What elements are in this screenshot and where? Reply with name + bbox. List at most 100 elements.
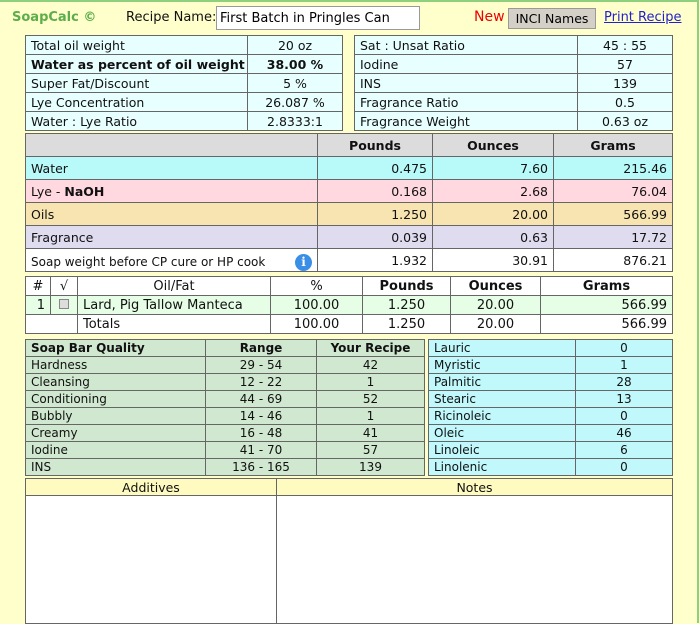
soap-quality-table: Soap Bar Quality Range Your Recipe Hardnes… xyxy=(25,339,425,476)
grams-header: Grams xyxy=(553,133,673,157)
fatty-acid-value: 13 xyxy=(575,390,673,408)
oil-pounds: 1.250 xyxy=(362,295,451,315)
row-value: 0.63 oz xyxy=(577,111,673,131)
fatty-acid-value: 0 xyxy=(575,339,673,357)
quality-value: 52 xyxy=(316,390,425,408)
col-ounces: Ounces xyxy=(450,276,541,296)
quality-row: Hardness 29 - 54 42 xyxy=(25,356,425,374)
summary-row: Lye Concentration 26.087 % xyxy=(25,92,343,112)
fatty-acid-row: Stearic 13 xyxy=(428,390,673,408)
quality-row: INS 136 - 165 139 xyxy=(25,458,425,476)
inci-names-button[interactable]: INCI Names xyxy=(508,8,596,29)
quality-name: Bubbly xyxy=(25,407,206,425)
weights-header-row: Pounds Ounces Grams xyxy=(25,133,673,157)
pounds-header: Pounds xyxy=(317,133,433,157)
oils-table: # √ Oil/Fat % Pounds Ounces Grams 1 Lard… xyxy=(25,276,673,334)
quality-range: 44 - 69 xyxy=(205,390,317,408)
totals-label: Totals xyxy=(77,314,271,334)
summary-row: Total oil weight 20 oz xyxy=(25,35,343,55)
info-icon[interactable]: i xyxy=(295,254,312,271)
quality-value: 139 xyxy=(316,458,425,476)
row-label: Fragrance Weight xyxy=(354,111,578,131)
oil-grams: 566.99 xyxy=(540,295,673,315)
fatty-acid-value: 6 xyxy=(575,441,673,459)
weight-value: 20.00 xyxy=(432,202,554,226)
quality-value: 1 xyxy=(316,373,425,391)
fatty-acid-row: Linoleic 6 xyxy=(428,441,673,459)
checkbox-icon[interactable] xyxy=(59,298,69,309)
row-label: Total oil weight xyxy=(25,35,248,55)
col-pounds: Pounds xyxy=(362,276,451,296)
quality-name: Cleansing xyxy=(25,373,206,391)
row-value: 139 xyxy=(577,73,673,93)
quality-row: Creamy 16 - 48 41 xyxy=(25,424,425,442)
fatty-acid-name: Stearic xyxy=(428,390,576,408)
fatty-acid-value: 46 xyxy=(575,424,673,442)
oils-header-row: # √ Oil/Fat % Pounds Ounces Grams xyxy=(25,276,673,296)
recipe-name-label: Recipe Name: xyxy=(126,10,217,25)
row-label: Water as percent of oil weight xyxy=(25,54,248,74)
notes-textarea[interactable] xyxy=(276,495,673,624)
quality-range: 41 - 70 xyxy=(205,441,317,459)
additives-textarea[interactable] xyxy=(25,495,277,624)
fatty-acids-table: Lauric 0 Myristic 1 Palmitic 28 Stearic 13 Ricin… xyxy=(428,339,673,476)
print-recipe-link[interactable]: Print Recipe xyxy=(604,10,682,25)
oil-row: 1 Lard, Pig Tallow Manteca 100.00 1.250 … xyxy=(25,295,673,315)
fatty-acid-value: 1 xyxy=(575,356,673,374)
row-value: 0.5 xyxy=(577,92,673,112)
row-label: INS xyxy=(354,73,578,93)
row-label: Water : Lye Ratio xyxy=(25,111,248,131)
weight-label: Oils xyxy=(25,202,318,226)
col-oil: Oil/Fat xyxy=(77,276,271,296)
fatty-acid-name: Lauric xyxy=(428,339,576,357)
weight-row-lye: Lye - NaOH 0.168 2.68 76.04 xyxy=(25,179,673,203)
quality-row: Iodine 41 - 70 57 xyxy=(25,441,425,459)
quality-value: 42 xyxy=(316,356,425,374)
row-label: Iodine xyxy=(354,54,578,74)
fatty-acid-name: Myristic xyxy=(428,356,576,374)
summary-row: INS 139 xyxy=(354,73,673,93)
oil-ounces: 20.00 xyxy=(450,295,541,315)
oil-number: 1 xyxy=(25,295,51,315)
fatty-acid-name: Ricinoleic xyxy=(428,407,576,425)
app-logo: SoapCalc © xyxy=(12,10,97,25)
weights-table: Pounds Ounces Grams Water 0.475 7.60 215.46 Ly… xyxy=(25,133,673,272)
oil-name: Lard, Pig Tallow Manteca xyxy=(77,295,271,315)
fatty-acid-row: Linolenic 0 xyxy=(428,458,673,476)
weight-label: Water xyxy=(25,156,318,180)
fatty-acid-row: Ricinoleic 0 xyxy=(428,407,673,425)
row-value: 57 xyxy=(577,54,673,74)
weight-row-sw: Soap weight before CP cure or HP cook i 1.… xyxy=(25,248,673,272)
row-label: Sat : Unsat Ratio xyxy=(354,35,578,55)
totals-blank xyxy=(25,314,78,334)
row-label: Super Fat/Discount xyxy=(25,73,248,93)
fatty-acid-value: 28 xyxy=(575,373,673,391)
recipe-name-input[interactable] xyxy=(216,6,420,30)
ounces-header: Ounces xyxy=(432,133,554,157)
weight-value: 215.46 xyxy=(553,156,673,180)
quality-range: 16 - 48 xyxy=(205,424,317,442)
fatty-acid-name: Linoleic xyxy=(428,441,576,459)
blank-header xyxy=(25,133,318,157)
summary-row: Sat : Unsat Ratio 45 : 55 xyxy=(354,35,673,55)
new-link[interactable]: New xyxy=(474,9,505,25)
quality-value: 41 xyxy=(316,424,425,442)
weight-value: 2.68 xyxy=(432,179,554,203)
row-value: 2.8333:1 xyxy=(247,111,343,131)
oil-checkbox[interactable] xyxy=(50,295,78,315)
fatty-acid-row: Lauric 0 xyxy=(428,339,673,357)
row-label: Fragrance Ratio xyxy=(354,92,578,112)
summary-row: Water as percent of oil weight 38.00 % xyxy=(25,54,343,74)
your-recipe-header: Your Recipe xyxy=(316,339,425,357)
weight-row-frag: Fragrance 0.039 0.63 17.72 xyxy=(25,225,673,249)
weight-value: 0.475 xyxy=(317,156,433,180)
totals-row: Totals 100.00 1.250 20.00 566.99 xyxy=(25,314,673,334)
totals-pounds: 1.250 xyxy=(362,314,451,334)
weight-label: Lye - NaOH xyxy=(25,179,318,203)
oil-percent: 100.00 xyxy=(270,295,363,315)
weight-value: 17.72 xyxy=(553,225,673,249)
quality-name: INS xyxy=(25,458,206,476)
quality-header: Soap Bar Quality xyxy=(25,339,206,357)
additives-header: Additives xyxy=(25,478,277,496)
